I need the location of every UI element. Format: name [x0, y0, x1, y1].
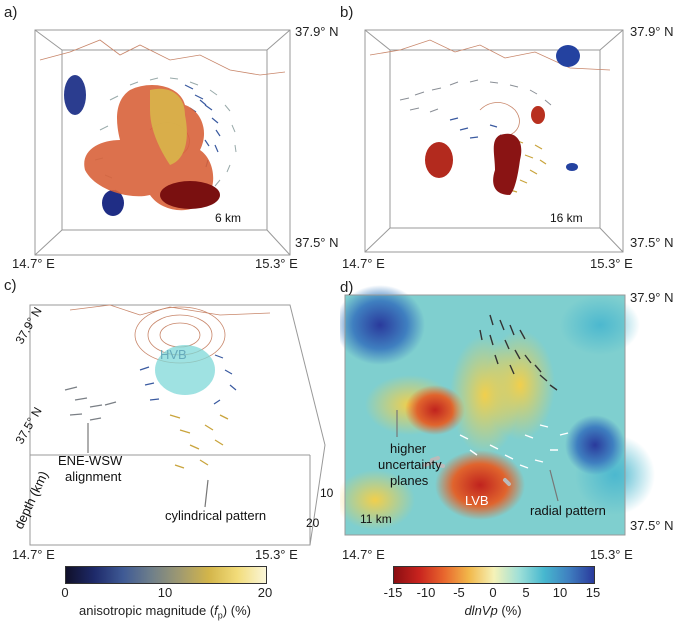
panel-d-map — [340, 285, 655, 535]
panel-c-lon-left: 14.7° E — [12, 547, 55, 562]
panel-b-plot: 16 km — [364, 29, 624, 253]
panel-b-blue-ticks — [449, 117, 507, 139]
panel-c-depth-axis: depth (km) — [11, 469, 51, 532]
panel-a-blob-blue-left — [64, 75, 86, 115]
colorbar-right-caption-var: dlnVp — [464, 603, 498, 618]
colorbar-left-caption-sub: p — [217, 610, 223, 621]
panel-a-plot: 6 km — [34, 29, 291, 256]
panel-b: b) 16 km 37.9° N 37.5° N 14.7° E 15.3° E — [340, 0, 685, 271]
panel-c-plot: HVB ENE-WSW alignment cylindrical patter… — [11, 304, 334, 546]
panel-d: d) — [340, 275, 685, 565]
panel-c-box — [29, 304, 326, 546]
panel-c-cyl-arrow — [204, 479, 209, 508]
panel-label-a: a) — [4, 4, 18, 21]
panel-d-unc-1: higher — [390, 441, 427, 456]
panel-b-lon-right: 15.3° E — [590, 256, 633, 271]
panel-b-lon-left: 14.7° E — [342, 256, 385, 271]
colorbar-left-tick-0: 0 — [61, 585, 69, 600]
colorbar-left-caption-symbol: f — [214, 603, 218, 618]
colorbar-right-caption-unit: (%) — [497, 603, 522, 618]
colorbar-right-tick-15: 15 — [585, 585, 601, 600]
panel-c-hvb: HVB — [160, 347, 187, 362]
colorbar-right-tick-m10: -10 — [416, 585, 436, 600]
panel-c-lat-mid: 37.5° N — [12, 405, 44, 447]
panel-d-lon-left: 14.7° E — [342, 547, 385, 562]
colorbar-left-tick-10: 10 — [157, 585, 173, 600]
colorbar-left-caption-post: ) (%) — [222, 603, 251, 618]
panel-b-blob-blue-top — [556, 45, 580, 67]
panel-b-lat-top: 37.9° N — [630, 24, 674, 39]
panel-c-hvb-blob — [155, 345, 215, 395]
colorbar-right-tick-0: 0 — [489, 585, 497, 600]
panel-d-ticks-gray — [423, 456, 511, 486]
colorbar-left-caption-pre: anisotropic magnitude ( — [79, 603, 215, 618]
colorbar-dlnvp — [393, 566, 595, 584]
panel-a-blob-blue-bottom — [102, 190, 124, 216]
panel-d-unc-2: uncertainty — [378, 457, 442, 472]
panel-a-lon-left: 14.7° E — [12, 256, 55, 271]
panel-d-ticks-dark — [479, 314, 558, 391]
panel-c-lon-right: 15.3° E — [255, 547, 298, 562]
panel-b-box — [364, 29, 624, 253]
panel-c-depth-tick-20: 20 — [306, 516, 320, 530]
colorbar-right-tick-10: 10 — [552, 585, 568, 600]
panel-d-lat-bottom: 37.5° N — [630, 518, 674, 533]
panel-a-blob-yellow — [150, 88, 187, 165]
panel-label-b: b) — [340, 4, 354, 21]
panel-b-blob-red-left — [425, 142, 453, 178]
panel-b-ticks — [399, 79, 552, 113]
panel-a-lon-right: 15.3° E — [255, 256, 298, 271]
colorbar-right-tick-5: 5 — [522, 585, 530, 600]
panel-c-lat-top: 37.9° N — [12, 305, 44, 347]
panel-c-ene-line1: ENE-WSW — [58, 453, 123, 468]
panel-c-yellow-ticks — [169, 414, 229, 469]
panel-d-lat-top: 37.9° N — [630, 290, 674, 305]
panel-b-coastline — [369, 39, 611, 137]
panel-d-lon-right: 15.3° E — [590, 547, 633, 562]
panel-c-ene-line2: alignment — [65, 469, 122, 484]
panel-d-radial: radial pattern — [530, 503, 606, 518]
panel-a-depth: 6 km — [215, 211, 241, 225]
panel-c-cyl: cylindrical pattern — [165, 508, 266, 523]
colorbar-left-tick-20: 20 — [257, 585, 273, 600]
colorbar-right-tick-m5: -5 — [453, 585, 465, 600]
panel-c-gray-ticks — [64, 386, 117, 421]
panel-b-depth: 16 km — [550, 211, 583, 225]
panel-c-blue-ticks — [139, 354, 237, 405]
panel-a: a) 6 km 37.9° N 37.5° N 14.7° E 15.3° E — [0, 0, 340, 271]
panel-c-depth-tick-10: 10 — [320, 486, 334, 500]
colorbar-left-caption: anisotropic magnitude (fp) (%) — [60, 603, 270, 621]
panel-label-c: c) — [4, 277, 17, 294]
colorbar-anisotropy — [65, 566, 267, 584]
panel-a-box — [34, 29, 291, 256]
panel-b-blob-red-small — [531, 106, 545, 124]
colorbar-right-caption: dlnVp (%) — [393, 603, 593, 618]
colorbar-right-tick-m15: -15 — [383, 585, 403, 600]
panel-b-lat-bottom: 37.5° N — [630, 235, 674, 250]
panel-d-ticks-white — [459, 424, 569, 469]
panel-a-blob-darkred — [160, 181, 220, 209]
panel-d-plot: higher uncertainty planes LVB radial pat… — [340, 275, 685, 565]
panel-d-radial-arrow — [549, 469, 559, 502]
panel-b-blob-darkred — [493, 133, 522, 195]
panel-c: c) HVB ENE-WSW alignment cylindrical pat… — [0, 275, 340, 565]
panel-a-lat-top: 37.9° N — [295, 24, 339, 39]
panel-d-unc-3: planes — [390, 473, 429, 488]
panel-a-lat-bottom: 37.5° N — [295, 235, 339, 250]
panel-d-lvb: LVB — [465, 493, 489, 508]
panel-d-depth: 11 km — [360, 512, 392, 526]
panel-label-d: d) — [340, 279, 354, 296]
panel-b-blob-blue-small — [566, 163, 578, 171]
